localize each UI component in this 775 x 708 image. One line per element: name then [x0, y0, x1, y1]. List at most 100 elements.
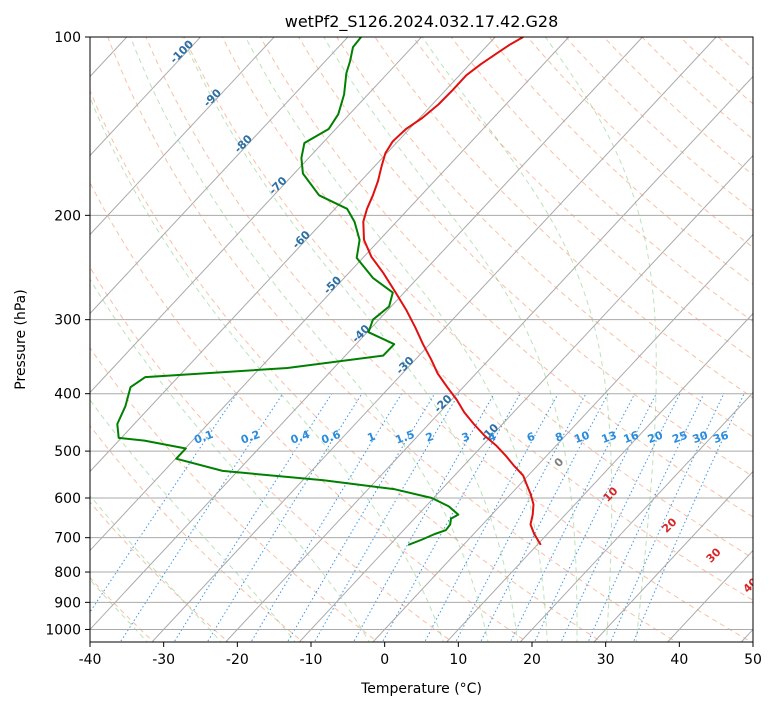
mixing-ratio-label: 0.1 [192, 428, 215, 447]
x-tick-label: -10 [300, 652, 323, 668]
y-tick-label: 600 [54, 491, 81, 507]
y-axis-label: Pressure (hPa) [13, 289, 29, 389]
x-tick-label: 30 [597, 652, 615, 668]
mixing-ratio-label: 2 [424, 430, 436, 445]
y-tick-label: 300 [54, 313, 81, 329]
mixing-ratio-line [206, 393, 363, 642]
mixing-ratio-label: 0.4 [289, 428, 312, 447]
isotherm-line [90, 37, 644, 631]
mixing-ratio-label: 13 [600, 429, 619, 446]
x-tick-label: 20 [523, 652, 541, 668]
dewpoint-profile-line [116, 37, 460, 546]
isotherm-line [224, 75, 753, 642]
mixing-ratio-line [610, 393, 725, 642]
plot-frame [89, 36, 754, 643]
dry-adiabat [90, 501, 230, 642]
mixing-ratio-line [587, 393, 705, 642]
dry-adiabat [641, 37, 753, 140]
mixing-ratio-label: 8 [553, 430, 565, 445]
isotherm-line [0, 24, 65, 645]
dry-adiabat [603, 37, 753, 176]
dry-adiabat [374, 37, 753, 399]
mixing-ratio-line [353, 393, 495, 642]
y-tick-label: 200 [54, 208, 81, 224]
mixing-ratio-label: 3 [460, 430, 472, 445]
mixing-ratio-line [632, 393, 745, 642]
mixing-ratio-label: 1.5 [394, 428, 417, 447]
dry-adiabat [145, 37, 753, 642]
mixing-ratio-line [534, 393, 657, 642]
dry-adiabat [259, 37, 753, 518]
y-tick-label: 1000 [45, 622, 81, 638]
dry-adiabat [412, 37, 753, 361]
dry-adiabat [0, 26, 6, 644]
mixing-ratio-label: 4 [486, 430, 498, 445]
x-tick-label: -20 [226, 652, 249, 668]
mixing-ratio-label: 10 [572, 428, 591, 446]
isotherm-line [372, 233, 753, 642]
isotherm-line [90, 37, 275, 236]
dry-adiabat [565, 37, 753, 212]
isotherm-line [593, 470, 753, 642]
isotherm-line [519, 391, 753, 642]
x-tick-label: 0 [380, 652, 389, 668]
temperature-profile-line [362, 37, 542, 546]
mixing-ratio-label: 16 [622, 428, 641, 446]
x-tick-label: 10 [449, 652, 467, 668]
background-lines [0, 24, 753, 645]
mixing-ratio-line [173, 393, 333, 642]
dry-adiabat [90, 89, 603, 642]
mixing-ratio-line [313, 393, 460, 642]
mixing-ratio-label: 20 [646, 428, 665, 446]
dry-adiabat [107, 37, 678, 642]
moist-adiabat [245, 37, 548, 642]
x-tick-label: 40 [670, 652, 688, 668]
mixing-ratio-label: 25 [670, 429, 689, 446]
isotherm-line [90, 37, 570, 552]
mixing-ratio-line [381, 393, 521, 642]
isotherm-line [151, 37, 717, 642]
y-tick-label: 100 [54, 30, 81, 46]
mixing-ratio-label: 6 [525, 430, 537, 445]
moist-adiabat [544, 37, 657, 642]
y-tick-label: 400 [54, 387, 81, 403]
isotherm-line [445, 312, 753, 642]
x-tick-label: -30 [152, 652, 175, 668]
y-tick-label: 800 [54, 565, 81, 581]
isotherm-line [90, 37, 202, 157]
mixing-ratio-label: 1 [366, 430, 378, 445]
mixing-ratio-label: 36 [711, 428, 730, 446]
dry-adiabat [90, 266, 454, 642]
chart-title: wetPf2_S126.2024.032.17.42.G28 [285, 12, 559, 32]
mixing-ratio-line [286, 393, 436, 642]
mixing-ratio-line [119, 393, 284, 642]
dry-adiabat [90, 424, 304, 642]
dry-adiabat [183, 37, 753, 601]
y-tick-label: 900 [54, 595, 81, 611]
isotherm-line [298, 154, 753, 642]
dry-adiabat [298, 37, 753, 478]
mixing-ratio-line [250, 393, 403, 642]
dry-adiabat [221, 37, 753, 559]
mixing-ratio-line [424, 393, 559, 642]
moist-adiabat [323, 37, 578, 642]
x-tick-label: -40 [79, 652, 102, 668]
y-tick-label: 500 [54, 444, 81, 460]
dry-adiabat [336, 37, 753, 438]
x-tick-label: 50 [744, 652, 762, 668]
y-tick-label: 700 [54, 531, 81, 547]
axes: -40 -30 -20 -10 0 10 20 30 40 5010020030040050060… [45, 30, 762, 668]
mixing-ratio-label: 30 [691, 428, 710, 446]
mixing-ratio-label: 0.6 [320, 428, 343, 447]
dry-adiabat [90, 181, 528, 642]
x-axis-label: Temperature (°C) [360, 681, 482, 697]
mixing-ratio-line [560, 393, 681, 642]
moist-adiabat [130, 37, 489, 642]
isotherm-line [90, 37, 423, 394]
isotherm-line [90, 37, 496, 473]
mixing-ratio-label: 0.2 [239, 428, 262, 447]
isotherm-line [90, 37, 349, 315]
moist-adiabat [421, 37, 613, 642]
profile-lines [116, 37, 542, 546]
